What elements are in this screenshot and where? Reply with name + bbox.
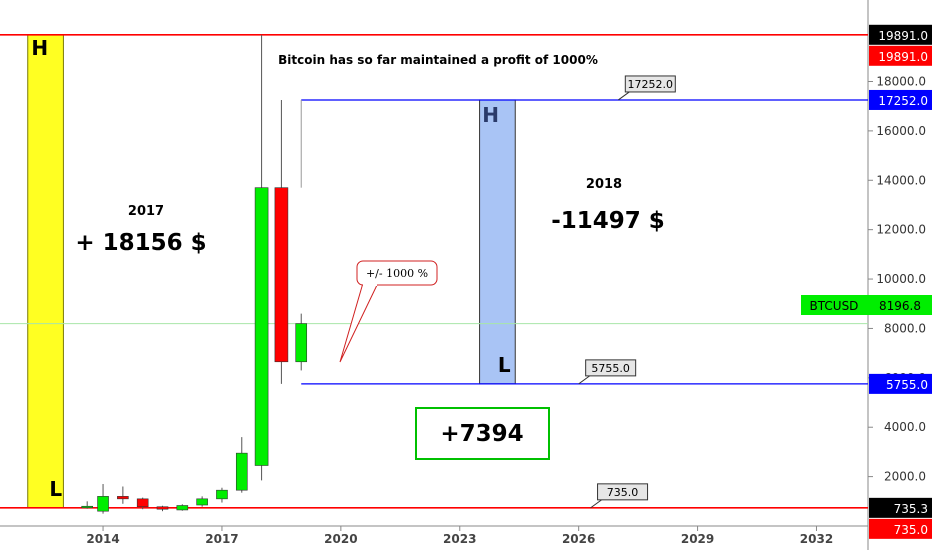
time-axis: 2014 2017 2020 2023 2026 2029 2032 — [86, 526, 833, 546]
candle-body — [117, 496, 129, 500]
candle-body — [235, 452, 248, 491]
price-axis: 2000.04000.06000.08000.010000.012000.014… — [868, 24, 932, 539]
candle-body — [216, 489, 228, 500]
callout-label: 5755.0 — [591, 362, 630, 375]
y-tick-label: 18000.0 — [876, 74, 926, 88]
symbol-name: BTCUSD — [810, 299, 859, 313]
callout-label: 17252.0 — [628, 78, 674, 91]
candle-body — [254, 187, 269, 466]
callout-pointer — [578, 375, 590, 385]
candles — [81, 34, 308, 514]
x-tick-label: 2023 — [443, 532, 476, 546]
callout-pointer — [590, 499, 602, 509]
axis-badge-label: 5755.0 — [886, 378, 928, 392]
candle-body — [274, 187, 289, 363]
candle-body — [81, 505, 93, 509]
x-tick-label: 2017 — [205, 532, 238, 546]
blue-range-box — [479, 99, 516, 385]
y-tick-label: 8000.0 — [884, 321, 926, 335]
axis-badge-label: 17252.0 — [878, 94, 928, 108]
callout-box — [624, 75, 676, 93]
last-price: 8196.8 — [879, 299, 921, 313]
candle-body — [97, 496, 109, 512]
y-tick-label: 2000.0 — [884, 470, 926, 484]
x-tick-label: 2026 — [562, 532, 595, 546]
blue-box-high-label: H — [482, 103, 499, 127]
callout-box — [585, 359, 637, 377]
year-2018-label: 2018 — [586, 177, 622, 192]
blue-box-low-label: L — [498, 353, 511, 377]
candle-body — [295, 323, 308, 363]
x-tick-label: 2020 — [324, 532, 357, 546]
percent-bubble: +/- 1000 % — [339, 260, 438, 363]
axis-badge — [869, 373, 932, 394]
yellow-box-low-label: L — [49, 477, 62, 501]
y-tick-label: 14000.0 — [876, 173, 926, 187]
axis-badge-label: 735.0 — [894, 523, 928, 537]
x-tick-label: 2014 — [86, 532, 119, 546]
axis-badge — [869, 497, 932, 518]
gain-box-text: +7394 — [440, 421, 523, 447]
symbol-badge: BTCUSD 8196.8 — [801, 295, 932, 315]
x-tick-label: 2032 — [800, 532, 833, 546]
level-lines — [0, 33, 868, 509]
range-boxes: H L H L — [27, 34, 516, 509]
yellow-box-high-label: H — [31, 36, 48, 60]
callout-label: 735.0 — [607, 486, 639, 499]
candle-body — [196, 498, 208, 506]
headline-annotation: Bitcoin has so far maintained a profit o… — [278, 53, 598, 67]
candle-body — [156, 506, 169, 510]
callout-pointer — [618, 91, 630, 101]
axis-badge-label: 19891.0 — [878, 29, 928, 43]
axis-badge-label: 19891.0 — [878, 50, 928, 64]
level-callouts: 17252.0 5755.0 735.0 — [578, 75, 676, 509]
gain-2017-label: + 18156 $ — [75, 230, 206, 256]
gain-box: +7394 — [415, 407, 550, 460]
axis-badge — [869, 24, 932, 45]
axis-badge — [869, 518, 932, 539]
axis-badge-label: 735.3 — [894, 502, 928, 516]
loss-2018-label: -11497 $ — [551, 208, 665, 234]
candle-body — [136, 498, 149, 508]
x-tick-label: 2029 — [681, 532, 714, 546]
y-tick-label: 16000.0 — [876, 124, 926, 138]
axis-badge — [869, 45, 932, 66]
y-tick-label: 4000.0 — [884, 420, 926, 434]
y-tick-label: 12000.0 — [876, 223, 926, 237]
axis-badge — [869, 89, 932, 110]
callout-box — [597, 483, 649, 501]
yellow-range-box — [27, 34, 64, 509]
year-2017-label: 2017 — [128, 204, 164, 219]
percent-bubble-text: +/- 1000 % — [366, 267, 428, 280]
candle-body — [176, 505, 189, 511]
y-tick-label: 10000.0 — [876, 272, 926, 286]
